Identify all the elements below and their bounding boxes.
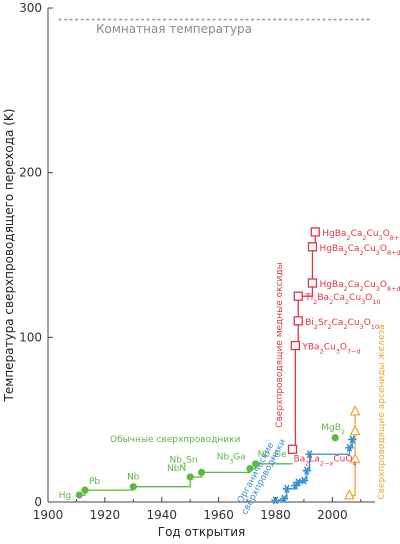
conventional-point: [186, 473, 194, 481]
organic-point: [299, 476, 309, 485]
mgb2-label: MgB2: [321, 423, 345, 436]
iron-arsenide-point: [343, 489, 355, 500]
conventional-point-label: Nb: [127, 473, 140, 483]
y-tick-label: 200: [19, 166, 42, 180]
conventional-group-label: Обычные сверхпроводники: [110, 435, 241, 445]
y-tick-label: 300: [19, 1, 42, 15]
cuprate-point: [290, 340, 301, 351]
x-axis-title: Год открытия: [158, 525, 245, 539]
cuprate-point: [307, 242, 318, 252]
markers-layer: [75, 227, 361, 505]
x-tick-label: 1900: [33, 508, 64, 522]
organic-point: [291, 481, 300, 490]
x-tick-label: 1920: [90, 508, 121, 522]
mgb2-point: [331, 434, 339, 442]
organic-point: [279, 494, 289, 503]
conventional-point-label: Pb: [89, 477, 100, 487]
x-tick-label: 1980: [260, 508, 291, 522]
organic-point: [271, 496, 280, 505]
cuprate-point-label: HgBa2Ca2Cu3O8+d: [319, 244, 400, 257]
cuprate-group-label: Сверхпроводящие медные оксиды: [275, 262, 285, 427]
cuprate-point-label: HgBa2Ca2Cu3O8+d: [322, 229, 400, 242]
cuprate-point: [310, 227, 320, 237]
iron-group-label: Сверхпроводящие арсениды железа: [377, 324, 387, 499]
y-tick-label: 0: [34, 495, 42, 509]
cuprate-point: [287, 444, 298, 454]
cuprate-point-label: Bi2Sr2Ca2Cu3O10: [305, 318, 379, 331]
x-tick-label: 1940: [146, 508, 177, 522]
conventional-point-label: Nb3Ge: [258, 450, 288, 463]
organic-point: [305, 450, 314, 459]
conventional-point: [251, 460, 260, 468]
organic-point: [294, 478, 303, 487]
conventional-point: [75, 491, 83, 499]
cuprate-point-label: Tl2Ba2Ca2Cu3O10: [304, 293, 380, 306]
reference-layer: Комнатная температура: [58, 18, 373, 36]
conventional-point: [81, 486, 89, 494]
conventional-point-label: Nb3Sn: [170, 455, 198, 468]
cuprate-point: [293, 291, 303, 301]
cuprate-point-label: YBa2Cu3O7−d: [301, 343, 360, 356]
room-temperature-label: Комнатная температура: [96, 22, 252, 36]
cuprate-point: [307, 278, 318, 288]
x-tick-label: 2000: [317, 508, 348, 522]
conventional-point: [197, 468, 206, 476]
conventional-point-label: Hg: [59, 491, 71, 501]
cuprate-point: [293, 316, 303, 326]
iron-arsenide-point: [349, 405, 361, 416]
organic-point: [348, 435, 357, 444]
conventional-series-line: [79, 463, 293, 496]
conventional-point-label: NbN: [167, 464, 186, 474]
organic-point: [282, 484, 292, 493]
iron-arsenide-point: [349, 424, 361, 436]
cuprate-point-label: Ba2La2−xCuO4: [294, 454, 357, 467]
y-axis-title: Температура сверхпроводящего перехода (K…: [2, 109, 16, 403]
conventional-point: [129, 483, 137, 491]
iron-arsenide-point: [349, 452, 361, 464]
conventional-point-label: Nb3Ga: [217, 453, 246, 466]
axes-layer: 0 100 200 300 1900 1920 1940 1960 1980 2000 Год от…: [2, 1, 375, 539]
organic-point: [345, 443, 354, 452]
cuprate-series-line: [292, 231, 316, 450]
cuprate-point-label: HgBa2Ca2Cu3O8+d: [319, 280, 400, 293]
x-tick-label: 1960: [203, 508, 234, 522]
organic-point: [302, 466, 311, 475]
y-tick-label: 100: [19, 330, 42, 344]
conventional-point: [246, 464, 254, 473]
